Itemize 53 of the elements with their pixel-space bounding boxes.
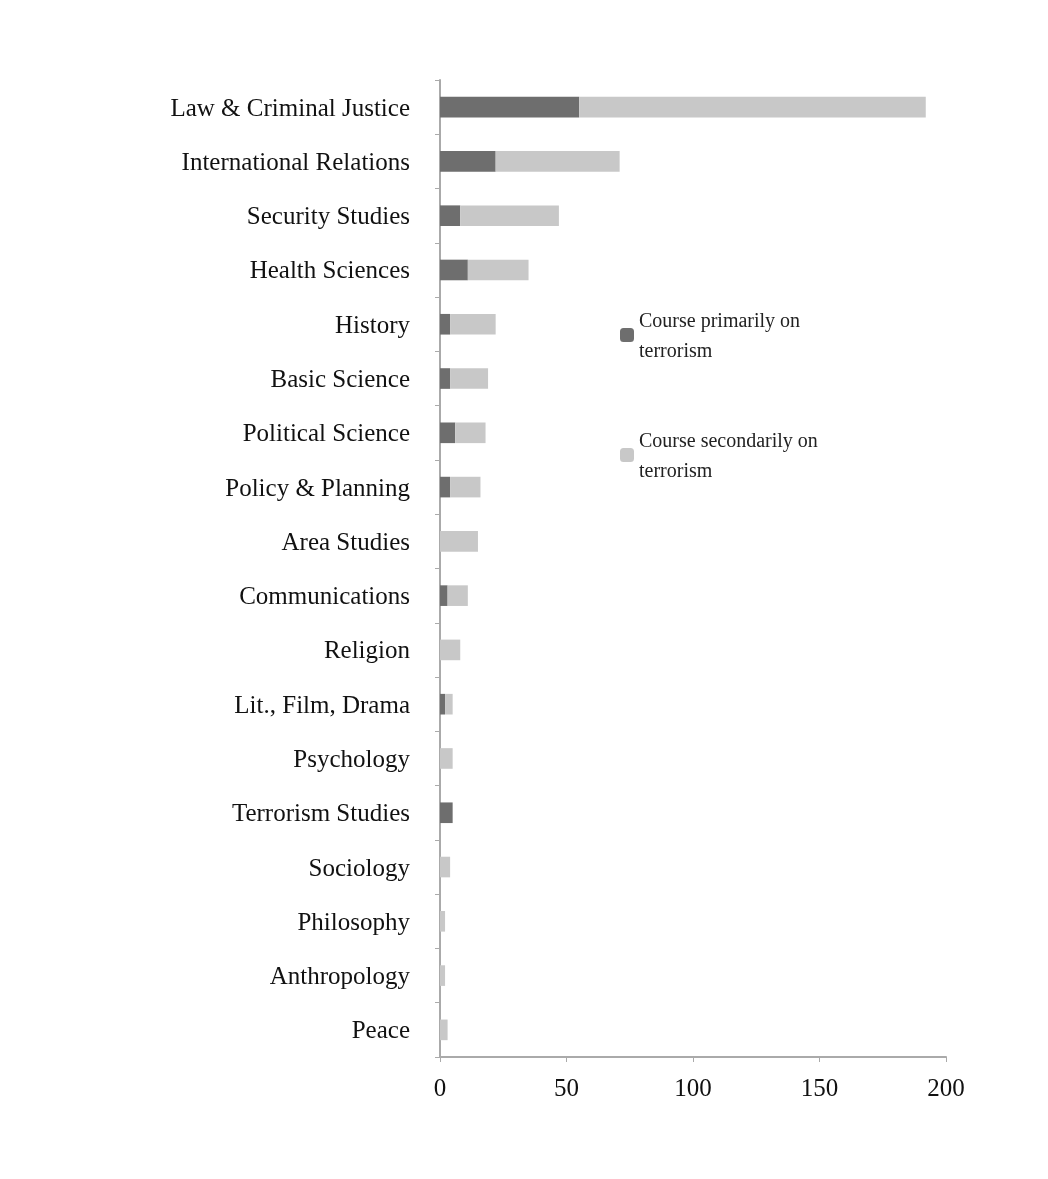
bar [447,585,468,606]
bar [460,205,559,227]
bar [450,476,481,498]
bar [440,585,448,606]
y-tick-label: Sociology [308,853,411,881]
bar [440,96,580,118]
bar [440,368,451,389]
y-tick-label: Lit., Film, Drama [234,690,410,718]
y-tick-label: Philosophy [297,907,411,935]
legend-label: Course secondarily on terrorism [639,429,823,481]
bar [579,96,926,118]
x-tick-label: 0 [433,1074,447,1101]
y-tick-label: History [335,310,411,338]
y-tick-label: Psychology [293,744,411,772]
x-tick-label: 100 [674,1074,712,1101]
y-tick-label: Political Science [242,419,410,447]
x-tick-label: 150 [800,1074,839,1101]
y-tick-label: Policy & Planning [225,473,411,501]
legend-label: Course primarily on terrorism [639,309,806,361]
bar [440,639,461,661]
bar [440,422,456,444]
bar [440,965,446,986]
y-tick-label: Law & Criminal Justice [170,93,410,121]
bar [445,693,453,715]
y-tick-label: Anthropology [269,962,411,990]
bar [440,476,451,498]
bar [440,1019,448,1041]
bar [455,422,486,444]
bar [440,313,451,335]
bar [440,748,453,769]
bar [440,531,478,552]
y-tick-label: Terrorism Studies [231,799,410,827]
bar [440,856,451,878]
y-tick-label: Security Studies [246,202,410,230]
bar [440,259,468,281]
y-tick-label: Basic Science [270,365,410,393]
x-tick-label: 200 [927,1074,965,1101]
y-tick-label: Health Sciences [249,256,410,284]
bar [467,259,529,281]
bar [440,205,461,227]
y-tick-label: Area Studies [281,527,410,555]
bar [440,910,446,932]
bar [450,368,489,389]
bar [440,151,496,172]
x-tick-label: 50 [554,1074,579,1101]
bar [440,802,453,824]
y-tick-label: International Relations [181,147,410,175]
bar [440,693,446,715]
y-tick-label: Peace [351,1016,410,1044]
bar [450,313,496,335]
bar [495,151,620,172]
y-tick-label: Communications [239,582,410,610]
y-tick-label: Religion [323,636,411,664]
